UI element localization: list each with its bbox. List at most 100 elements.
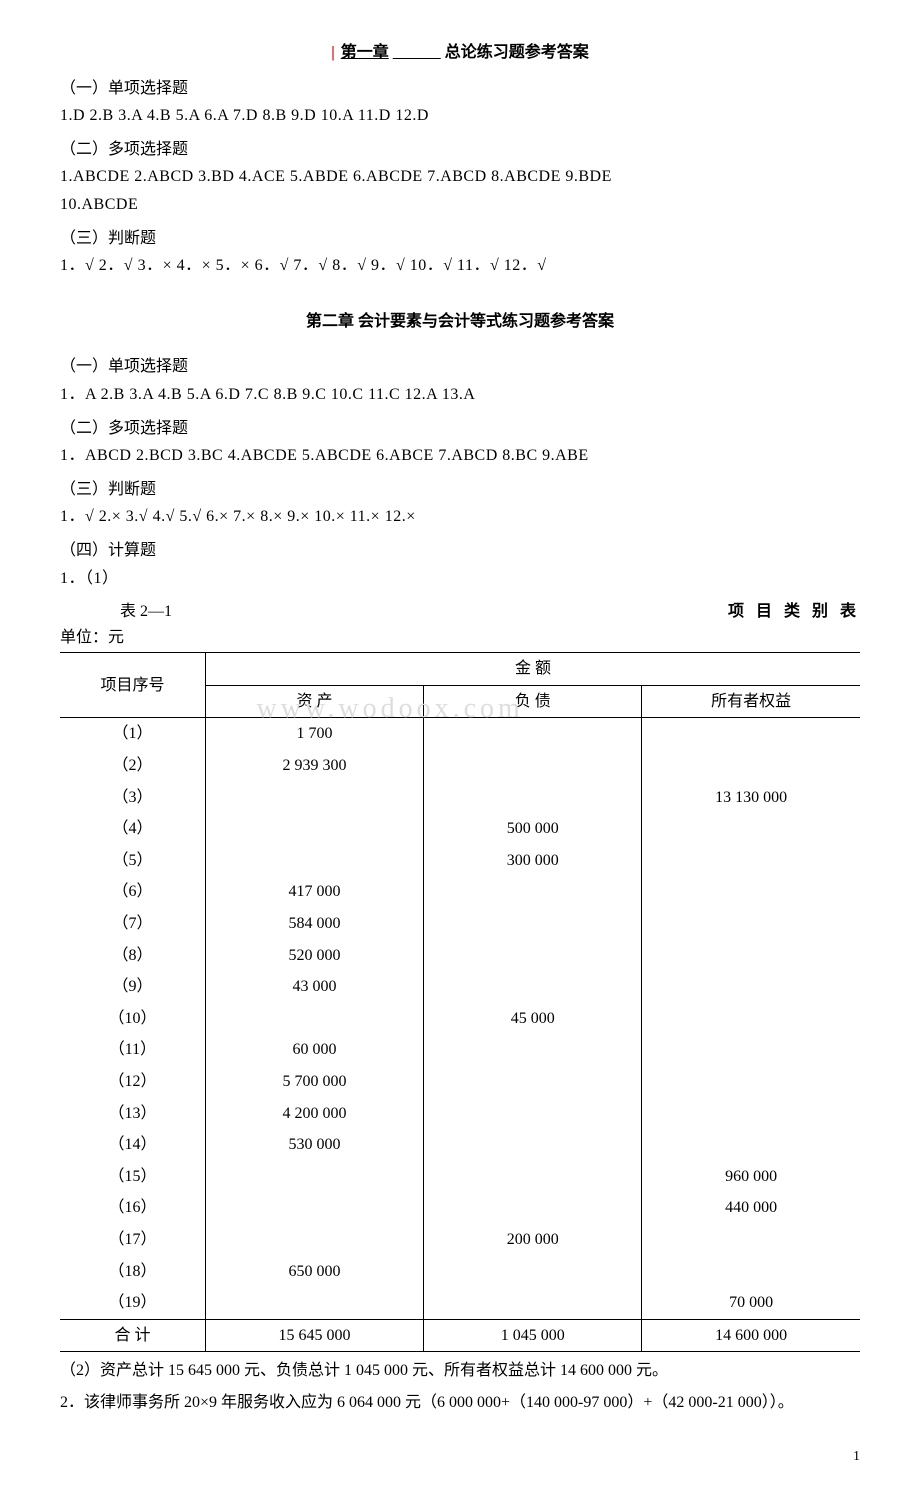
- cell-asset: 4 200 000: [205, 1098, 423, 1130]
- table-row: （12）5 700 000: [60, 1066, 860, 1098]
- table-row: （19）70 000: [60, 1287, 860, 1319]
- cell-asset: 584 000: [205, 908, 423, 940]
- total-label: 合 计: [60, 1319, 205, 1352]
- table-row: （2）2 939 300: [60, 750, 860, 782]
- cell-num: （14）: [60, 1129, 205, 1161]
- cell-liab: 500 000: [424, 813, 642, 845]
- cell-asset: 60 000: [205, 1034, 423, 1066]
- cell-equity: [642, 1034, 860, 1066]
- table-row: （9）43 000: [60, 971, 860, 1003]
- cell-num: （4）: [60, 813, 205, 845]
- cell-equity: 440 000: [642, 1192, 860, 1224]
- cell-asset: 530 000: [205, 1129, 423, 1161]
- ch2-multi-choice-header: （二）多项选择题: [60, 416, 860, 442]
- cell-asset: 417 000: [205, 876, 423, 908]
- category-table: 项目序号 金 额 www.wodoox.com 资 产 负 债 所有者权益 （1…: [60, 652, 860, 1352]
- cell-liab: 45 000: [424, 1003, 642, 1035]
- cell-asset: [205, 1224, 423, 1256]
- ch1-multi-choice-answers-1: 1.ABCDE 2.ABCD 3.BD 4.ACE 5.ABDE 6.ABCDE…: [60, 164, 860, 190]
- cell-liab: [424, 782, 642, 814]
- cell-equity: [642, 1129, 860, 1161]
- cell-equity: [642, 1098, 860, 1130]
- cell-liab: [424, 940, 642, 972]
- cell-equity: [642, 908, 860, 940]
- cell-asset: 43 000: [205, 971, 423, 1003]
- ch2-calc-1: 1．（1）: [60, 566, 860, 592]
- cell-num: （11）: [60, 1034, 205, 1066]
- ch1-single-choice-header: （一）单项选择题: [60, 76, 860, 102]
- th-amount: 金 额: [205, 653, 860, 686]
- cell-asset: 5 700 000: [205, 1066, 423, 1098]
- total-asset: 15 645 000: [205, 1319, 423, 1352]
- ch1-single-choice-answers: 1.D 2.B 3.A 4.B 5.A 6.A 7.D 8.B 9.D 10.A…: [60, 103, 860, 129]
- table-row: （17） 200 000: [60, 1224, 860, 1256]
- cell-liab: [424, 1192, 642, 1224]
- cell-num: （7）: [60, 908, 205, 940]
- th-equity: 所有者权益: [642, 685, 860, 718]
- cell-liab: [424, 971, 642, 1003]
- table-unit: 单位：元: [60, 625, 860, 651]
- cell-equity: [642, 845, 860, 877]
- total-liab: 1 045 000: [424, 1319, 642, 1352]
- table-row: （15）960 000: [60, 1161, 860, 1193]
- cell-equity: [642, 876, 860, 908]
- cell-liab: 300 000: [424, 845, 642, 877]
- cell-num: （2）: [60, 750, 205, 782]
- cell-num: （8）: [60, 940, 205, 972]
- th-item: 项目序号: [60, 653, 205, 718]
- cell-num: （10）: [60, 1003, 205, 1035]
- cell-asset: [205, 1192, 423, 1224]
- cell-asset: [205, 782, 423, 814]
- table-row: （4） 500 000: [60, 813, 860, 845]
- cell-num: （6）: [60, 876, 205, 908]
- table-title: 项 目 类 别 表: [728, 599, 860, 625]
- cell-equity: [642, 1003, 860, 1035]
- cell-liab: 200 000: [424, 1224, 642, 1256]
- cell-num: （17）: [60, 1224, 205, 1256]
- cell-liab: [424, 1129, 642, 1161]
- cell-equity: [642, 1256, 860, 1288]
- total-equity: 14 600 000: [642, 1319, 860, 1352]
- footer-line1: （2）资产总计 15 645 000 元、负债总计 1 045 000 元、所有…: [60, 1358, 860, 1384]
- chapter1-title: | 第一章 总论练习题参考答案: [60, 40, 860, 66]
- cell-liab: [424, 1034, 642, 1066]
- chapter2-title: 第二章 会计要素与会计等式练习题参考答案: [60, 309, 860, 335]
- table-row: （8）520 000: [60, 940, 860, 972]
- cell-num: （5）: [60, 845, 205, 877]
- table-row: （14）530 000: [60, 1129, 860, 1161]
- cell-num: （12）: [60, 1066, 205, 1098]
- revision-mark: |: [331, 44, 335, 61]
- table-row: （10） 45 000: [60, 1003, 860, 1035]
- table-row: （18）650 000: [60, 1256, 860, 1288]
- chapter1-title-rest: 总论练习题参考答案: [445, 44, 589, 61]
- cell-equity: [642, 750, 860, 782]
- cell-equity: 13 130 000: [642, 782, 860, 814]
- cell-num: （3）: [60, 782, 205, 814]
- cell-asset: [205, 1003, 423, 1035]
- cell-asset: 2 939 300: [205, 750, 423, 782]
- cell-liab: [424, 1098, 642, 1130]
- table-row: （3） 13 130 000: [60, 782, 860, 814]
- cell-num: （18）: [60, 1256, 205, 1288]
- ch2-single-choice-header: （一）单项选择题: [60, 354, 860, 380]
- table-row: （6）417 000: [60, 876, 860, 908]
- page-number: 1: [60, 1446, 860, 1468]
- cell-asset: [205, 1161, 423, 1193]
- cell-equity: 960 000: [642, 1161, 860, 1193]
- ch1-judge-answers: 1．√ 2．√ 3．× 4．× 5．× 6．√ 7．√ 8．√ 9．√ 10．√…: [60, 253, 860, 279]
- ch2-calc-header: （四）计算题: [60, 538, 860, 564]
- cell-equity: [642, 940, 860, 972]
- cell-equity: [642, 1066, 860, 1098]
- watermark-text: www.wodoox.com: [257, 687, 524, 732]
- cell-liab: [424, 908, 642, 940]
- cell-equity: 70 000: [642, 1287, 860, 1319]
- chapter1-title-underlined: 第一章: [341, 44, 389, 61]
- table-row: （5） 300 000: [60, 845, 860, 877]
- cell-asset: 650 000: [205, 1256, 423, 1288]
- ch2-judge-answers: 1．√ 2.× 3.√ 4.√ 5.√ 6.× 7.× 8.× 9.× 10.×…: [60, 504, 860, 530]
- ch1-multi-choice-header: （二）多项选择题: [60, 137, 860, 163]
- cell-equity: [642, 813, 860, 845]
- ch2-judge-header: （三）判断题: [60, 477, 860, 503]
- cell-num: （13）: [60, 1098, 205, 1130]
- ch1-multi-choice-answers-2: 10.ABCDE: [60, 192, 860, 218]
